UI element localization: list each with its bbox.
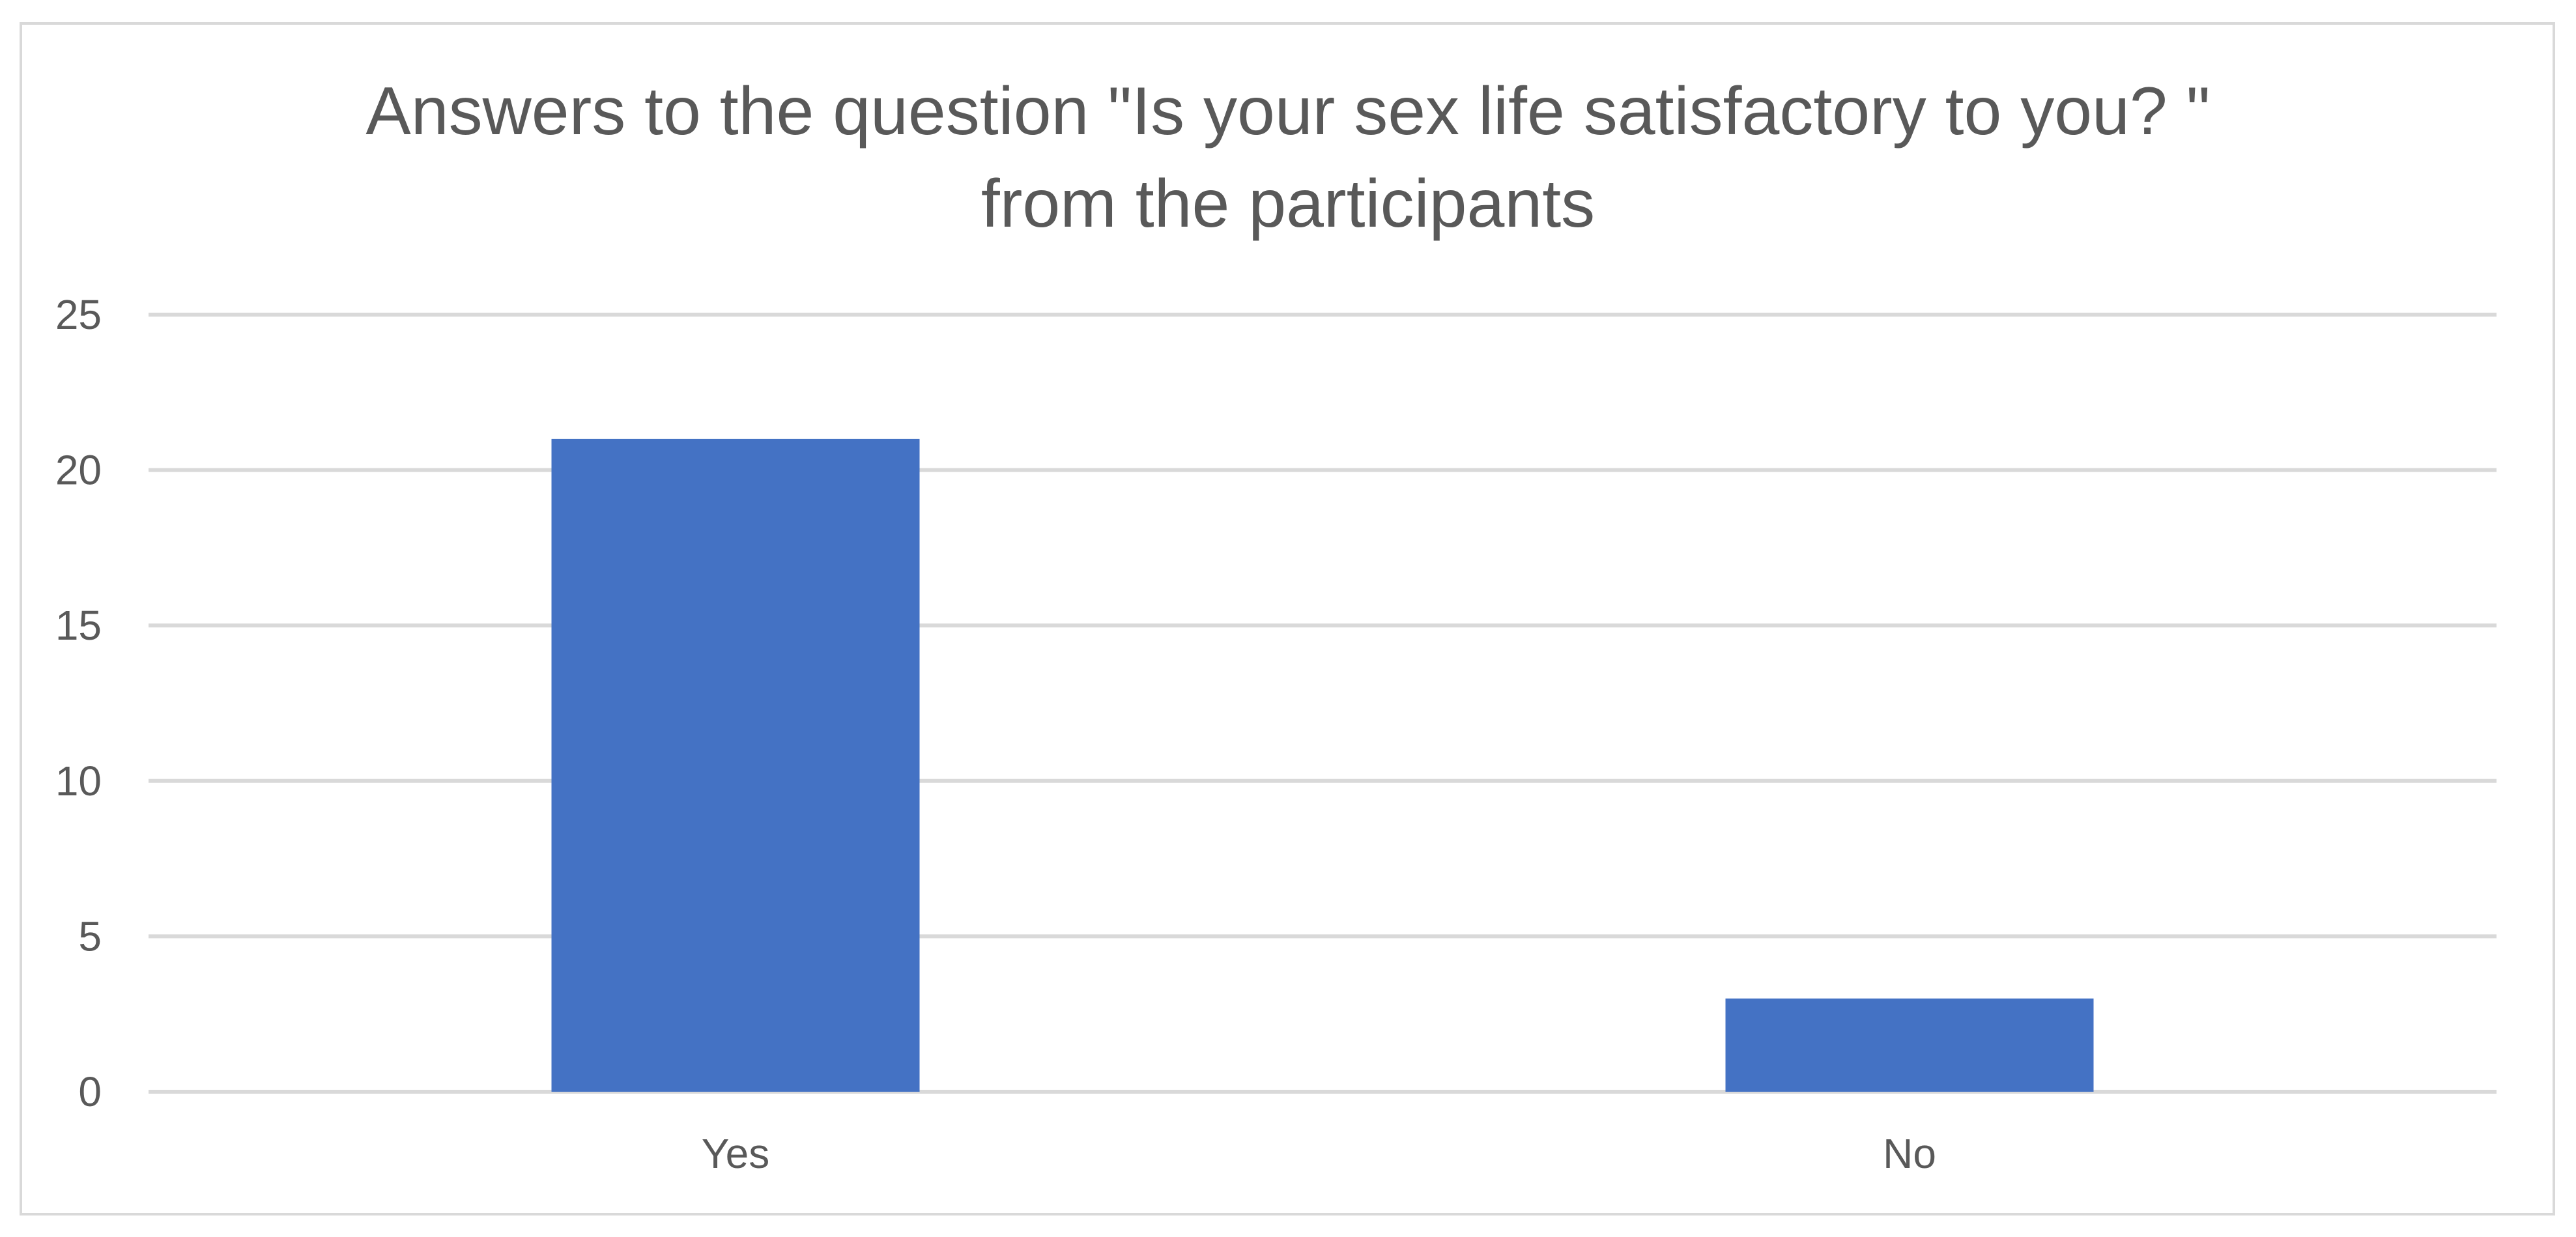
y-tick-label: 25 xyxy=(55,291,102,338)
x-axis-ticks: Yes No xyxy=(702,1130,1936,1177)
chart-title-line-1: Answers to the question "Is your sex lif… xyxy=(365,74,2211,149)
chart-frame xyxy=(20,22,2555,1216)
y-tick-label: 15 xyxy=(55,602,102,649)
y-axis-ticks: 0 5 10 15 20 25 xyxy=(55,291,102,1115)
bar-no xyxy=(1725,998,2094,1092)
y-tick-label: 10 xyxy=(55,758,102,804)
bars xyxy=(551,438,2094,1092)
chart-title-line-2: from the participants xyxy=(980,166,1596,242)
chart-title: Answers to the question "Is your sex lif… xyxy=(0,65,2576,250)
y-tick-label: 0 xyxy=(78,1068,102,1115)
gridlines xyxy=(149,313,2497,1094)
x-tick-label-no: No xyxy=(1883,1130,1936,1177)
y-tick-label: 5 xyxy=(78,913,102,960)
y-tick-label: 20 xyxy=(55,447,102,494)
bar-yes xyxy=(551,438,920,1092)
x-tick-label-yes: Yes xyxy=(702,1130,769,1177)
